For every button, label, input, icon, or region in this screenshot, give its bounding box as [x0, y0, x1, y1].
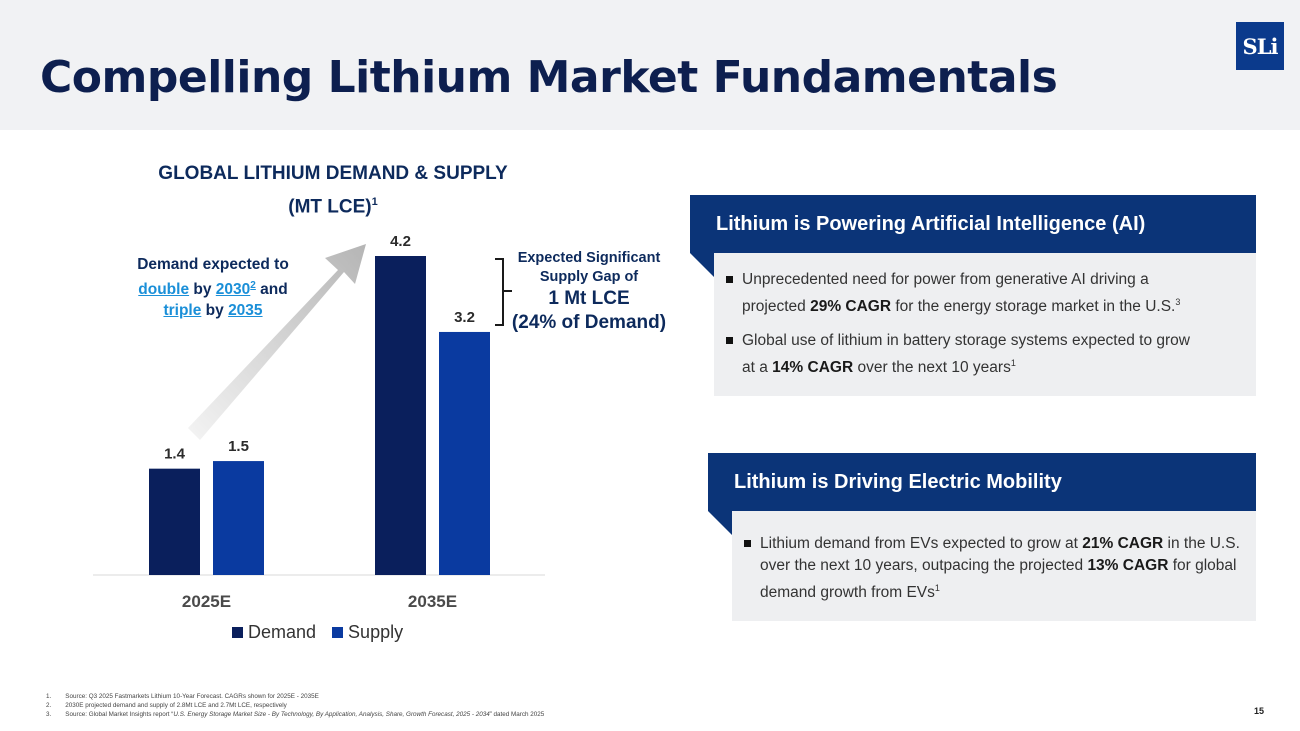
supply-gap-annotation: Expected Significant Supply Gap of 1 Mt …: [508, 249, 670, 335]
ai-panel-body: Unprecedented need for power from genera…: [714, 253, 1256, 396]
ai-panel-heading-text: Lithium is Powering Artificial Intellige…: [716, 212, 1146, 235]
chart-legend: Demand Supply: [232, 622, 403, 643]
bar-label-supply-2035e: 3.2: [454, 309, 475, 326]
chart-title-line2: (MT LCE)1: [288, 196, 378, 218]
supply-gap-bracket: [495, 258, 504, 326]
ev-bullet-1: Lithium demand from EVs expected to grow…: [732, 533, 1252, 604]
supply-gap-line3: 1 Mt LCE: [548, 288, 630, 309]
ai-panel-fold: [690, 253, 714, 277]
page-title: Compelling Lithium Market Fundamentals: [40, 52, 1058, 103]
supply-gap-line1: Expected Significant: [517, 250, 661, 266]
bar-supply-2035e: [439, 331, 490, 575]
footnote-3: 3. Source: Global Market Insights report …: [46, 711, 545, 718]
bar-label-demand-2025e: 1.4: [164, 446, 186, 463]
legend-swatch-demand: [232, 627, 243, 638]
chart-title-line1: GLOBAL LITHIUM DEMAND & SUPPLY: [158, 163, 508, 184]
demand-annotation-line3: triple by 2035: [163, 302, 263, 320]
footnote-1: 1. Source: Q3 2025 Fastmarkets Lithium 10…: [46, 693, 319, 700]
ev-panel-heading-text: Lithium is Driving Electric Mobility: [734, 470, 1062, 493]
supply-gap-line2: Supply Gap of: [539, 269, 639, 285]
header-band: [0, 0, 1300, 130]
bar-demand-2035e: [375, 256, 426, 575]
bar-demand-2025e: [149, 468, 200, 575]
supply-gap-bracket-tick: [504, 290, 512, 292]
demand-annotation: Demand expected to double by 20302 and t…: [120, 254, 306, 321]
ev-panel-fold: [708, 511, 732, 535]
category-label-2035e: 2035E: [408, 592, 457, 611]
ai-bullet-2: Global use of lithium in battery storage…: [714, 330, 1206, 379]
bar-label-demand-2035e: 4.2: [390, 233, 411, 250]
ev-panel-heading: Lithium is Driving Electric Mobility: [708, 453, 1256, 511]
demand-annotation-line2: double by 20302 and: [138, 280, 288, 299]
demand-annotation-line1: Demand expected to: [137, 256, 289, 273]
bar-label-supply-2025e: 1.5: [228, 438, 249, 455]
bar-supply-2025e: [213, 461, 264, 575]
category-label-2025e: 2025E: [182, 592, 231, 611]
supply-gap-line4: (24% of Demand): [511, 312, 667, 333]
legend-label-supply: Supply: [348, 622, 404, 642]
legend-label-demand: Demand: [248, 622, 317, 642]
ai-bullet-1: Unprecedented need for power from genera…: [714, 269, 1206, 318]
footnote-2: 2. 2030E projected demand and supply of 2…: [46, 702, 287, 709]
ev-panel-body: Lithium demand from EVs expected to grow…: [732, 511, 1256, 621]
chart-title: GLOBAL LITHIUM DEMAND & SUPPLY (MT LCE)1: [118, 160, 548, 221]
legend-item-supply: Supply: [332, 622, 403, 643]
ai-panel-heading: Lithium is Powering Artificial Intellige…: [690, 195, 1256, 253]
legend-swatch-supply: [332, 627, 344, 638]
legend-item-demand: Demand: [232, 622, 316, 643]
footnotes: 1. Source: Q3 2025 Fastmarkets Lithium 10…: [46, 692, 544, 719]
page-number: 15: [1254, 706, 1265, 716]
company-logo: SLi: [1236, 22, 1284, 70]
